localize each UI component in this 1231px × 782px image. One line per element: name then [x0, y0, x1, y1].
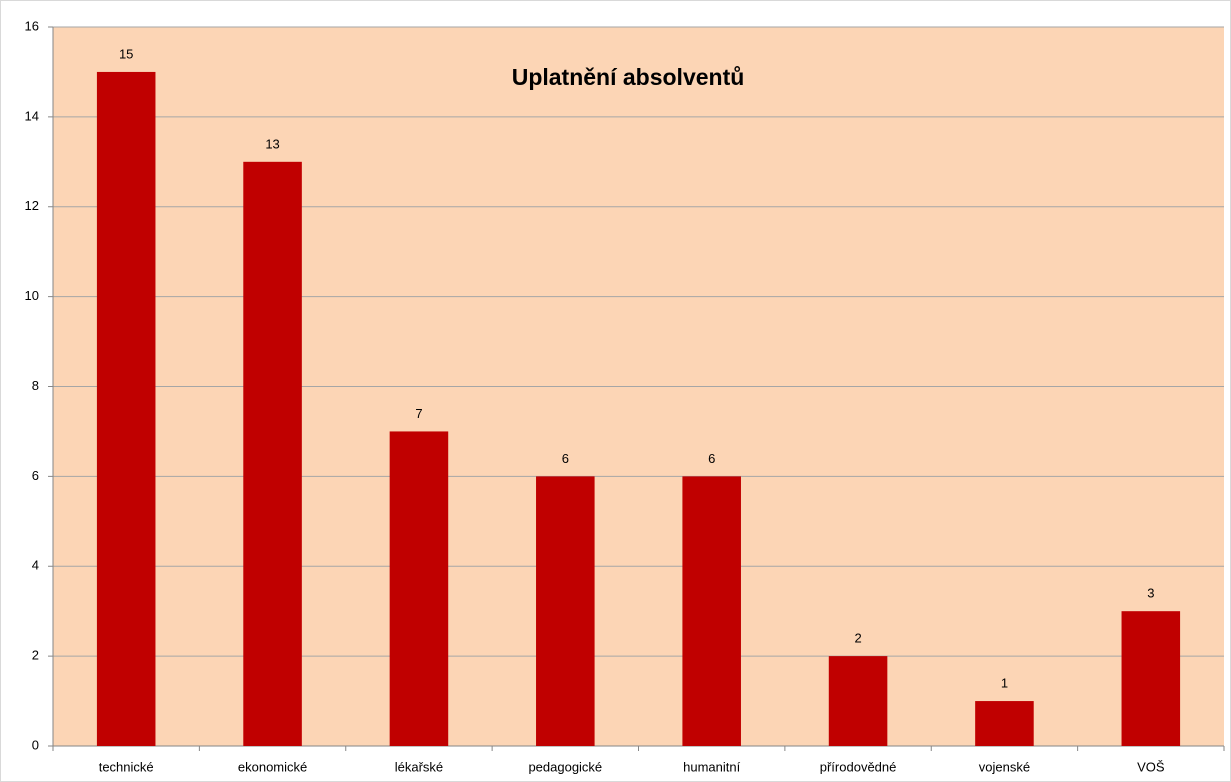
data-label: 1	[1001, 676, 1008, 691]
data-label: 13	[265, 136, 279, 151]
y-tick-label: 2	[32, 648, 39, 663]
x-tick-label: ekonomické	[238, 759, 307, 774]
data-label: 7	[415, 406, 422, 421]
x-tick-label: humanitní	[683, 759, 740, 774]
y-tick-label: 4	[32, 558, 39, 573]
data-label: 6	[708, 451, 715, 466]
y-tick-label: 0	[32, 737, 39, 752]
x-tick-label: technické	[99, 759, 154, 774]
chart-title: Uplatnění absolventů	[512, 64, 745, 90]
y-tick-label: 16	[25, 18, 39, 33]
data-label: 3	[1147, 586, 1154, 601]
y-tick-label: 10	[25, 288, 39, 303]
x-tick-label: lékařské	[395, 759, 443, 774]
bar	[682, 476, 741, 746]
y-tick-label: 14	[25, 108, 39, 123]
x-tick-label: pedagogické	[528, 759, 602, 774]
bar	[828, 656, 888, 746]
y-tick-label: 8	[32, 378, 39, 393]
bar	[243, 161, 302, 746]
bar	[389, 431, 449, 746]
bar	[1121, 611, 1181, 746]
bar	[975, 701, 1034, 746]
bar	[96, 71, 156, 746]
bar	[536, 476, 595, 746]
x-tick-label: VOŠ	[1137, 759, 1165, 774]
y-tick-label: 12	[25, 198, 39, 213]
x-tick-label: vojenské	[979, 759, 1030, 774]
data-label: 6	[562, 451, 569, 466]
x-tick-label: přírodovědné	[820, 759, 897, 774]
y-tick-label: 6	[32, 468, 39, 483]
data-label: 15	[119, 46, 133, 61]
data-label: 2	[854, 631, 861, 646]
